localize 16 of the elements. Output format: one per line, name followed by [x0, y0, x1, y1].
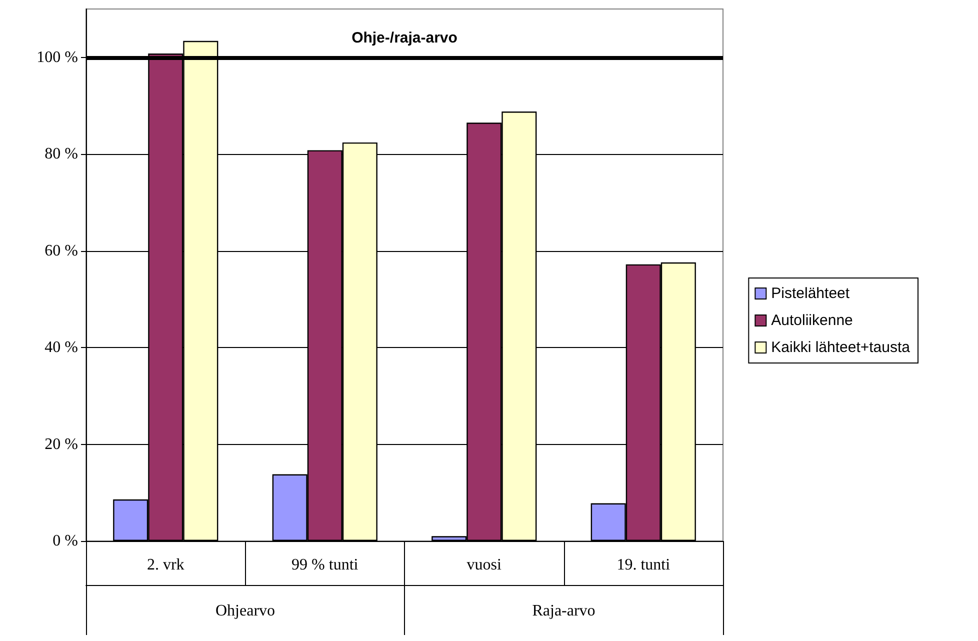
- x-tick-label: vuosi: [466, 556, 502, 574]
- x-tick-label: 2. vrk: [146, 556, 184, 574]
- x-tick-label: 19. tunti: [616, 556, 671, 574]
- text: Raja-arvo: [532, 602, 596, 620]
- legend-label: Autoliikenne: [771, 312, 853, 329]
- x-tick-label: 99 % tunti: [292, 556, 359, 574]
- legend-label: Kaikki lähteet+tausta: [771, 339, 911, 356]
- y-tick-label: 40 %: [44, 339, 78, 356]
- y-tick-label: 100 %: [36, 48, 78, 66]
- legend-label: Pistelähteet: [771, 285, 850, 302]
- y-tick-label: 20 %: [44, 436, 78, 453]
- y-tick-label: 80 %: [44, 146, 78, 163]
- ref-line-label: Ohje-/raja-arvo: [352, 29, 458, 46]
- text: Ohjearvo: [215, 602, 276, 620]
- y-tick-label: 60 %: [44, 242, 78, 260]
- y-tick-label: 0 %: [52, 532, 78, 550]
